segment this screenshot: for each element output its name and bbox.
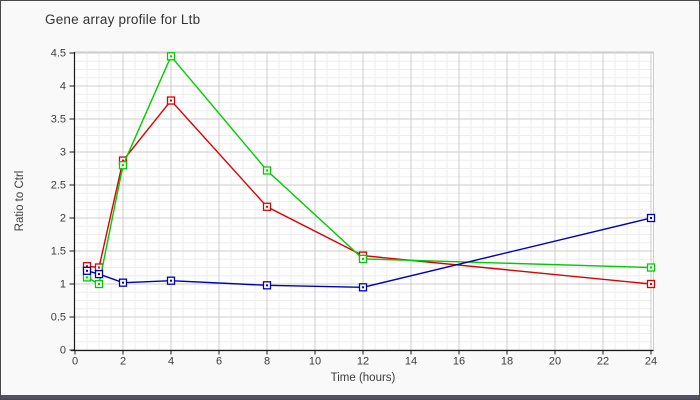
- blue-series-marker-dot: [98, 273, 100, 276]
- y-axis-tick-label: 1: [60, 279, 66, 291]
- bottom-bar: [1, 395, 699, 399]
- red-series-marker-dot: [650, 283, 652, 285]
- x-axis-tick-label: 16: [453, 356, 465, 368]
- green-series-marker-dot: [362, 257, 364, 260]
- x-axis-tick-label: 10: [309, 356, 321, 368]
- red-series-marker-dot: [170, 99, 172, 102]
- x-axis-tick-label: 2: [120, 356, 126, 368]
- x-axis-tick-label: 0: [72, 356, 78, 368]
- x-axis-tick-label: 22: [597, 356, 609, 368]
- blue-series-marker-dot: [362, 286, 364, 289]
- x-axis-tick-label: 14: [405, 356, 417, 368]
- x-axis-tick-label: 4: [168, 356, 174, 368]
- green-series-marker-dot: [122, 164, 124, 167]
- x-axis-tick-label: 6: [216, 356, 222, 368]
- x-axis-tick-label: 12: [357, 356, 369, 368]
- y-axis-tick-label: 0: [60, 345, 66, 357]
- x-axis-tick-label: 8: [264, 356, 270, 368]
- x-axis-label: Time (hours): [331, 372, 396, 384]
- blue-series-marker-dot: [650, 217, 652, 219]
- x-axis-tick-label: 18: [501, 356, 513, 368]
- y-axis-tick-label: 1.5: [51, 246, 66, 258]
- blue-series-marker-dot: [266, 284, 268, 287]
- y-axis-tick-label: 2: [60, 213, 66, 225]
- y-axis-tick-label: 3.5: [51, 114, 66, 126]
- green-series-marker-dot: [170, 55, 172, 58]
- red-series-marker-dot: [266, 205, 268, 208]
- y-axis-tick-label: 4.5: [51, 48, 66, 60]
- y-axis-tick-label: 0.5: [51, 312, 66, 324]
- blue-series-marker-dot: [170, 279, 172, 282]
- y-axis-tick-label: 4: [60, 81, 66, 93]
- chart-title: Gene array profile for Ltb: [45, 12, 201, 27]
- green-series-marker-dot: [98, 283, 100, 285]
- x-axis-tick-label: 24: [645, 356, 657, 368]
- x-axis-tick-label: 20: [549, 356, 561, 368]
- blue-series-marker-dot: [122, 281, 124, 284]
- green-series-marker-dot: [86, 276, 88, 279]
- y-axis-label: Ratio to Ctrl: [14, 171, 26, 232]
- green-series-marker-dot: [266, 169, 268, 172]
- green-series-marker-dot: [650, 266, 652, 269]
- blue-series-marker-dot: [86, 269, 88, 272]
- red-series-marker-dot: [122, 159, 124, 162]
- y-axis-tick-label: 2.5: [51, 180, 66, 192]
- red-series-marker-dot: [98, 266, 100, 269]
- y-axis-tick-label: 3: [60, 147, 66, 159]
- red-series-marker-dot: [86, 265, 88, 268]
